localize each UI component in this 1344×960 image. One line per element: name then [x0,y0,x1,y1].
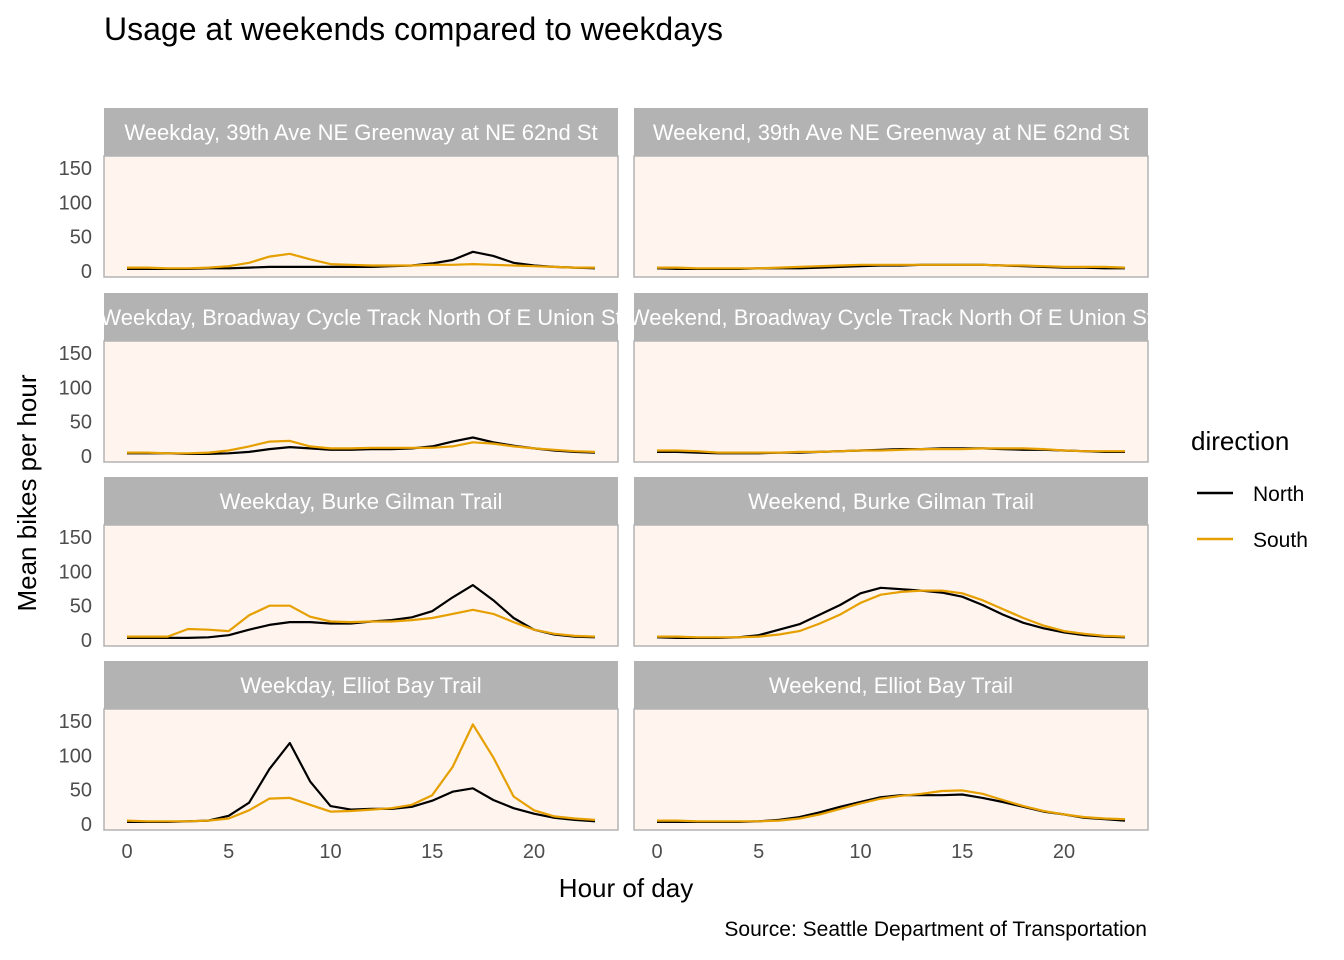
facet-strip [634,661,1148,709]
series-line-south [657,789,1126,823]
facet-strip [104,108,618,156]
legend-label: South [1253,529,1308,552]
y-tick-label: 100 [59,192,92,214]
facet-strip-label: Weekday, 39th Ave NE Greenway at NE 62nd… [124,120,597,145]
y-tick-label: 100 [59,377,92,399]
x-tick-label: 5 [223,841,234,863]
facet-strip [634,108,1148,156]
series-line-south [127,252,595,270]
panel-background [103,155,619,278]
facet-panel: Weekend, Elliot Bay Trail [633,661,1149,831]
y-tick-label: 150 [59,158,92,180]
y-tick-label: 100 [59,745,92,767]
panel-background [633,155,1149,278]
caption: Source: Seattle Department of Transporta… [724,918,1147,941]
y-axis-title: Mean bikes per hour [12,374,42,611]
x-tick-label: 10 [849,841,871,863]
x-axis: 0 5 10 15 20 0 5 10 15 20 [121,841,1075,863]
facet-strip-label: Weekend, 39th Ave NE Greenway at NE 62nd… [653,120,1129,145]
panel-background [633,524,1149,647]
x-axis-title: Hour of day [559,873,693,903]
facet-strip-label: Weekday, Elliot Bay Trail [240,673,481,698]
facet-panel: Weekday, Elliot Bay Trail 0 50 100 150 [59,661,619,836]
panel-background [103,524,619,647]
series-line-south [657,447,1125,454]
x-tick-label: 20 [1053,841,1075,863]
panel-background [633,708,1149,831]
facet-panel: Weekend, Broadway Cycle Track North Of E… [629,293,1153,463]
y-tick-label: 150 [59,711,92,733]
x-tick-label: 20 [523,841,545,863]
facet-panel: Weekday, Broadway Cycle Track North Of E… [59,293,621,468]
facet-strip-label: Weekday, Burke Gilman Trail [220,489,503,514]
y-tick-label: 0 [81,814,92,836]
series-line-south [657,263,1126,270]
y-tick-label: 150 [59,527,92,549]
x-tick-label: 15 [951,841,973,863]
facet-panel: Weekday, Burke Gilman Trail 0 50 100 150 [59,477,619,652]
series-line-south [657,589,1126,639]
y-tick-label: 0 [81,630,92,652]
legend-label: North [1253,483,1304,506]
facet-strip-label: Weekend, Burke Gilman Trail [748,489,1034,514]
y-tick-label: 150 [59,343,92,365]
facet-panel: Weekday, 39th Ave NE Greenway at NE 62nd… [59,108,619,283]
facet-strip [634,293,1148,341]
series-line-south [127,604,596,638]
facet-strip [104,477,618,525]
facet-strip [104,661,618,709]
y-tick-label: 50 [70,412,92,434]
y-tick-label: 50 [70,780,92,802]
legend: direction North South [1191,426,1308,552]
y-tick-label: 100 [59,561,92,583]
facet-strip-label: Weekend, Elliot Bay Trail [769,673,1013,698]
facet-panel: Weekend, 39th Ave NE Greenway at NE 62nd… [633,108,1149,278]
facet-strip [104,293,618,341]
series-line-south [126,723,596,823]
facet-strip [634,477,1148,525]
series-line-south [127,439,596,455]
y-tick-label: 50 [70,227,92,249]
facet-panel: Weekend, Burke Gilman Trail [633,477,1149,647]
facet-panels: Weekday, 39th Ave NE Greenway at NE 62nd… [59,108,1153,836]
x-tick-label: 5 [753,841,764,863]
y-tick-label: 0 [81,261,92,283]
legend-title: direction [1191,426,1289,456]
x-tick-label: 0 [651,841,662,863]
panel-background [103,340,619,463]
x-tick-label: 15 [421,841,443,863]
chart-title: Usage at weekends compared to weekdays [104,11,723,47]
y-tick-label: 0 [81,446,92,468]
x-tick-label: 10 [319,841,341,863]
facet-strip-label: Weekday, Broadway Cycle Track North Of E… [100,305,621,330]
facet-strip-label: Weekend, Broadway Cycle Track North Of E… [629,305,1153,330]
panel-background [633,340,1149,463]
y-tick-label: 50 [70,596,92,618]
x-tick-label: 0 [121,841,132,863]
